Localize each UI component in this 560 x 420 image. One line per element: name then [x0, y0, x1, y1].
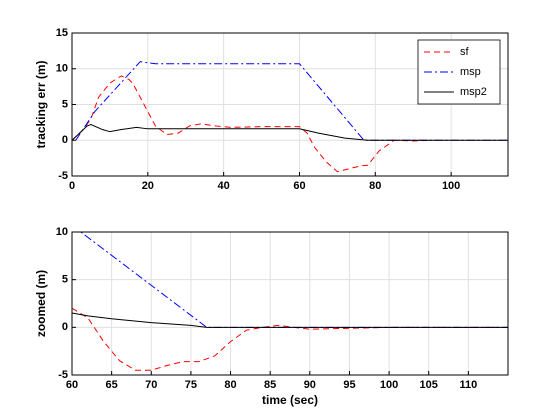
series-line [72, 312, 508, 328]
x-tick-label: 70 [145, 379, 157, 391]
x-tick-label: 85 [264, 379, 276, 391]
x-tick-label: 110 [459, 379, 477, 391]
x-tick-label: 105 [420, 379, 438, 391]
y-axis-label: zoomed (m) [34, 270, 48, 337]
y-tick-label: 5 [62, 98, 68, 110]
series-group [72, 232, 508, 371]
y-tick-label: 0 [62, 134, 68, 146]
x-tick-label: 75 [185, 379, 197, 391]
x-tick-label: 20 [142, 180, 154, 192]
x-tick-label: 95 [343, 379, 355, 391]
axes-frame [71, 231, 509, 376]
x-tick-label: 0 [69, 180, 75, 192]
x-axis-label: time (sec) [262, 393, 318, 407]
legend-label: sf [460, 46, 470, 58]
y-tick-label: -5 [58, 369, 68, 381]
y-tick-label: 10 [56, 226, 68, 238]
x-tick-label: 100 [442, 180, 460, 192]
x-tick-label: 60 [66, 379, 78, 391]
series-line [72, 307, 508, 371]
series-group [72, 61, 508, 173]
series-line [72, 75, 433, 173]
series-line [75, 61, 508, 141]
axes-frame [71, 32, 509, 177]
y-tick-label: 5 [62, 274, 68, 286]
y-tick-label: -5 [58, 170, 68, 182]
x-tick-label: 90 [304, 379, 316, 391]
y-tick-label: 10 [56, 63, 68, 75]
x-tick-label: 80 [224, 379, 236, 391]
x-tick-label: 100 [380, 379, 398, 391]
y-axis-label: tracking err (m) [34, 60, 48, 148]
series-line [72, 123, 508, 141]
x-tick-label: 60 [293, 180, 305, 192]
y-tick-label: 15 [56, 27, 68, 39]
legend-label: msp2 [460, 86, 487, 98]
x-tick-label: 40 [218, 180, 230, 192]
y-tick-label: 0 [62, 321, 68, 333]
legend-label: msp [460, 66, 481, 78]
x-tick-label: 80 [369, 180, 381, 192]
plot-area [72, 232, 508, 375]
x-tick-label: 65 [106, 379, 118, 391]
